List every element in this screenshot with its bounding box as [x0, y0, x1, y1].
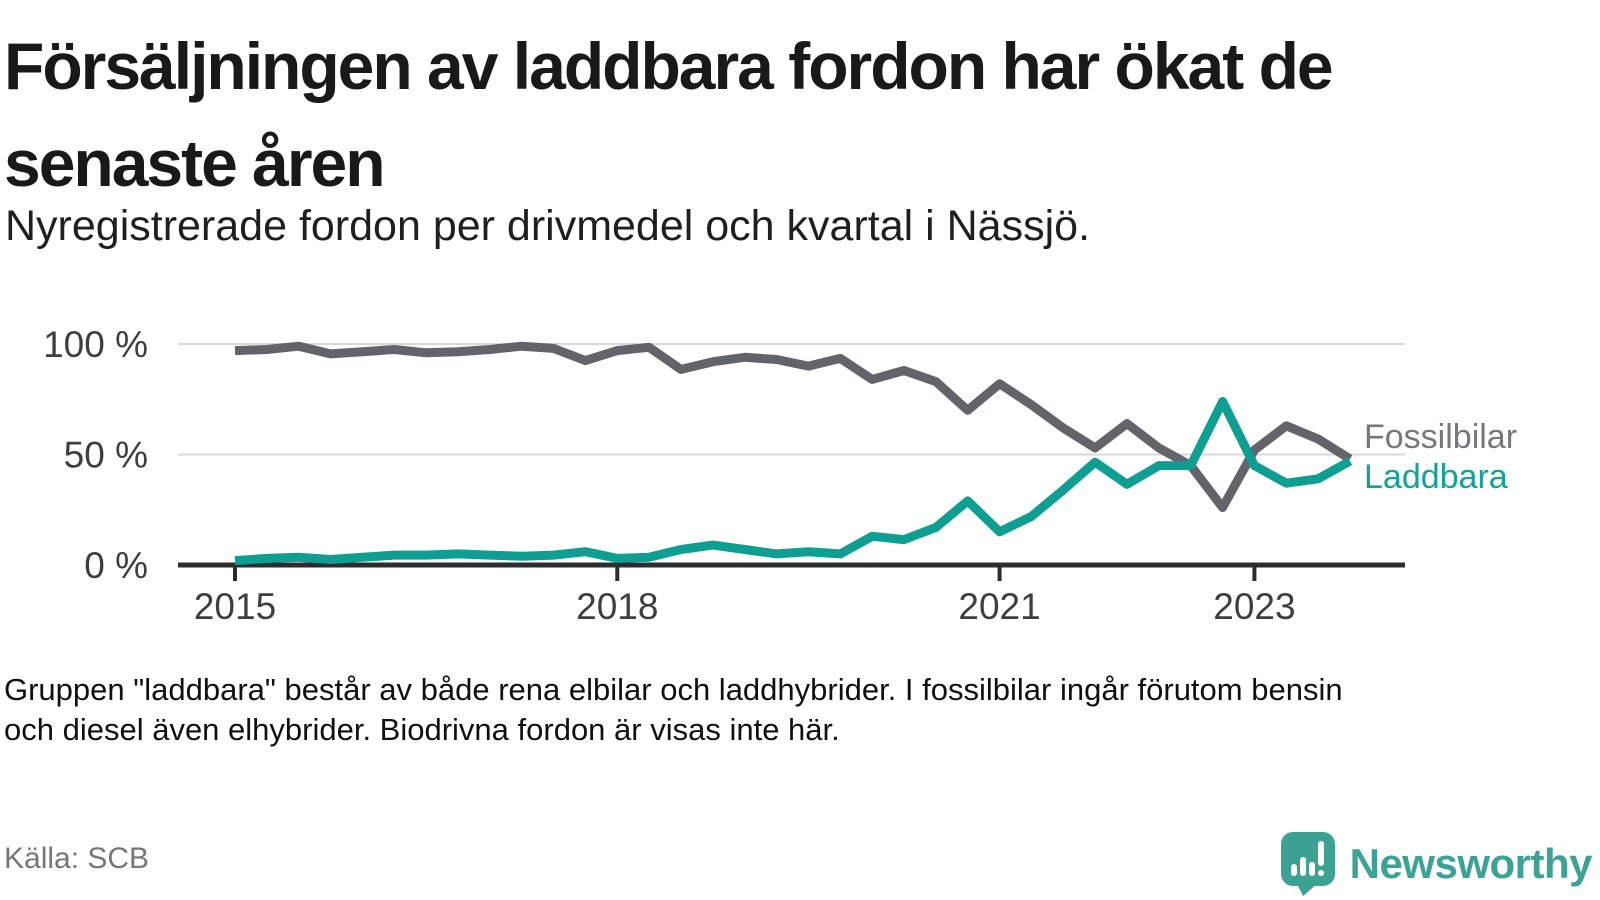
newsworthy-logo: Newsworthy: [1280, 832, 1593, 896]
legend-label-fossilbilar: Fossilbilar: [1364, 418, 1517, 456]
newsworthy-wordmark: Newsworthy: [1349, 840, 1593, 887]
line-chart: 100 % 50 % 0 % 2015 2018 2021 2023 Fossi…: [43, 324, 1517, 627]
newsworthy-speech-bubble-chart-icon: [1280, 832, 1335, 896]
title-line-1: Försäljningen av laddbara fordon har öka…: [4, 29, 1334, 103]
series-lines: [234, 341, 1353, 566]
chart-subtitle: Nyregistrerade fordon per drivmedel och …: [5, 202, 1091, 250]
chart-footnote: Gruppen "laddbara" består av både rena e…: [4, 670, 1343, 750]
page-title: Försäljningen av laddbara fordon har öka…: [4, 18, 1334, 212]
fossilbilar-line: [234, 341, 1353, 512]
y-axis-label-100: 100 %: [43, 324, 148, 365]
x-axis-label-2023: 2023: [1213, 586, 1295, 627]
laddbara-line: [234, 397, 1353, 566]
x-axis-label-2021: 2021: [958, 586, 1040, 627]
title-line-2: senaste åren: [4, 126, 386, 200]
footnote-line-2: och diesel även elhybrider. Biodrivna fo…: [4, 712, 840, 747]
source-label: Källa: SCB: [4, 842, 150, 875]
x-axis: [178, 562, 1405, 581]
x-axis-label-2018: 2018: [576, 586, 658, 627]
legend-label-laddbara: Laddbara: [1364, 458, 1508, 496]
y-axis-label-50: 50 %: [64, 435, 148, 476]
y-axis-label-0: 0 %: [84, 545, 148, 586]
x-axis-label-2015: 2015: [194, 586, 276, 627]
footnote-line-1: Gruppen "laddbara" består av både rena e…: [4, 672, 1343, 707]
